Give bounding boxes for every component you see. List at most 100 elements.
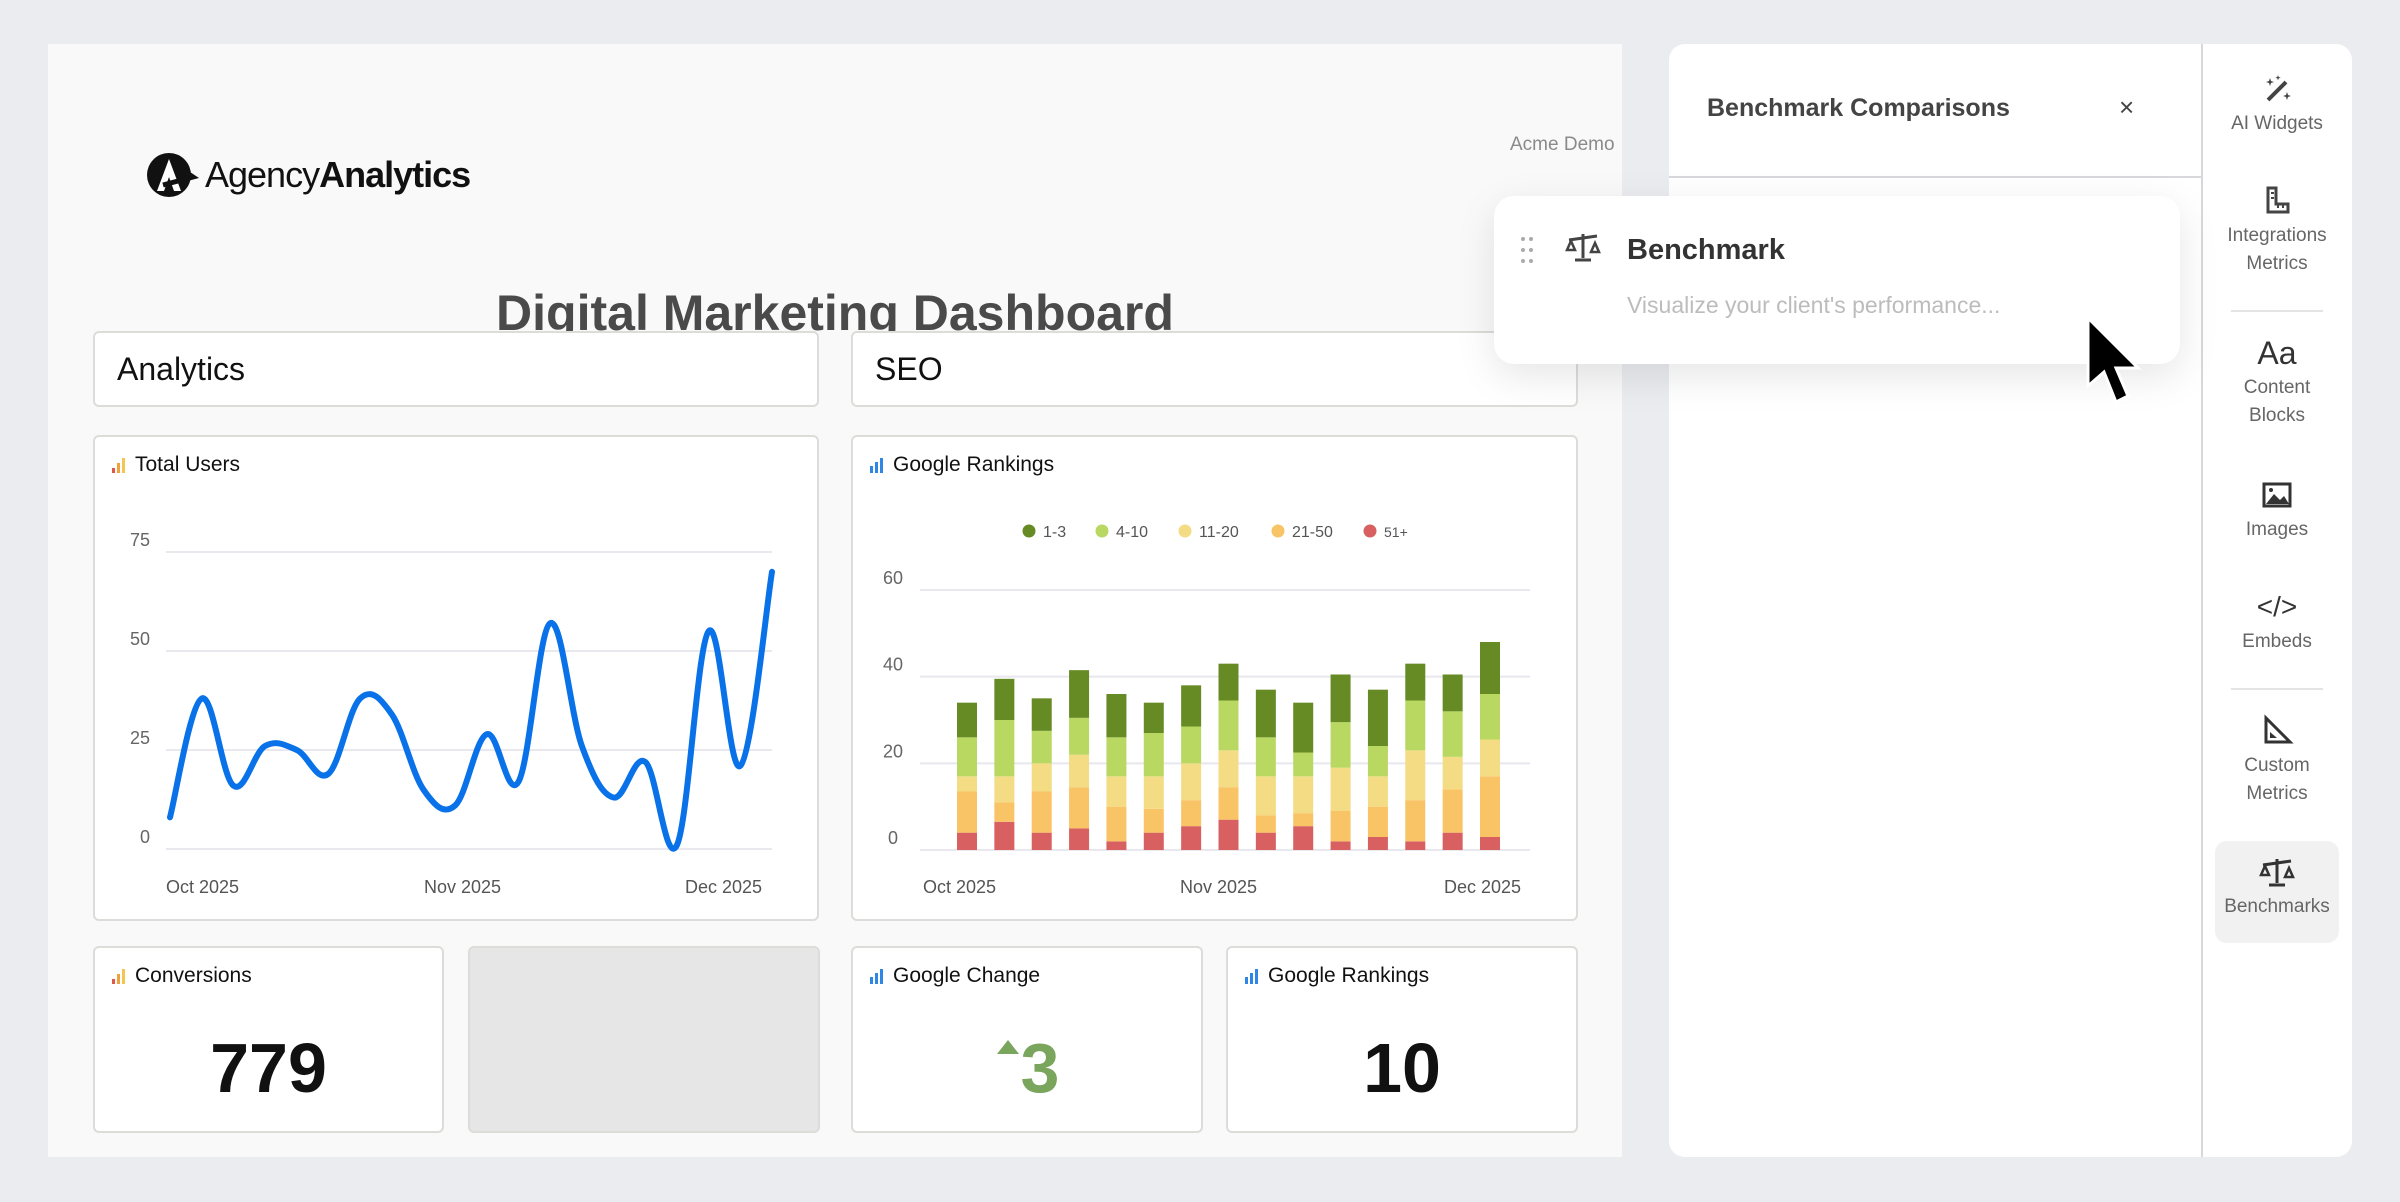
bar-segment-1-3	[1330, 674, 1351, 723]
ruler-icon	[2266, 186, 2290, 214]
mouse-cursor-icon	[2086, 316, 2142, 405]
bar-segment-1-3	[1367, 689, 1388, 746]
google-rankings-chart-widget[interactable]: Google Rankings 0 20 40 60 Oct 2025 Nov 2025 D…	[851, 435, 1578, 921]
bar-segment-51+	[1069, 828, 1090, 850]
section-header-seo[interactable]: SEO	[851, 331, 1578, 407]
sidebar-label: Images	[2245, 519, 2309, 540]
sidebar-label: AI Widgets	[2231, 113, 2323, 134]
total-users-line	[167, 568, 775, 852]
bar-segment-11-20	[957, 776, 977, 792]
bar-segment-4-10	[1106, 737, 1127, 777]
bar-segment-11-20	[1480, 739, 1500, 777]
x-tick-label: Nov 2025	[424, 877, 501, 897]
bar-segment-4-10	[994, 720, 1015, 777]
close-button[interactable]: ×	[2119, 92, 2135, 122]
logo-text: AgencyAnalytics	[205, 154, 471, 195]
bar-segment-4-10	[1330, 722, 1351, 768]
analytics-bars-icon	[112, 969, 125, 984]
bar-segment-21-50	[1143, 808, 1164, 833]
bar-segment-11-20	[1181, 763, 1202, 801]
seo-bars-icon	[870, 969, 883, 984]
conversions-value: 779	[210, 1029, 327, 1107]
bar-segment-1-3	[1106, 694, 1127, 738]
sidebar-item-embeds[interactable]: </> Embeds	[2215, 590, 2339, 656]
bar-segment-4-10	[1293, 752, 1314, 777]
bar-segment-1-3	[1181, 685, 1202, 727]
magic-wand-icon	[2266, 75, 2291, 102]
benchmark-widget-card[interactable]: Benchmark Visualize your client's perfor…	[1494, 196, 2180, 405]
sidebar-item-ai-widgets[interactable]: AI Widgets	[2215, 72, 2339, 138]
bar-segment-11-20	[1218, 750, 1239, 788]
y-tick-label: 20	[883, 741, 903, 761]
bar-segment-11-20	[1069, 754, 1090, 788]
bar-segment-1-3	[1255, 689, 1276, 738]
sidebar-label: Blocks	[2249, 405, 2305, 426]
bar-segment-21-50	[1218, 787, 1239, 820]
google-rankings-value: 10	[1363, 1029, 1441, 1107]
legend-label: 21-50	[1292, 524, 1333, 541]
bar-segment-51+	[1367, 837, 1388, 850]
bar-segment-1-3	[1031, 698, 1052, 731]
bar-segment-51+	[1181, 826, 1202, 850]
client-name: Acme Demo	[1510, 134, 1615, 155]
total-users-widget[interactable]: Total Users 0 25 50 75 Oct 2025 Nov 2025 Dec 2…	[93, 435, 819, 921]
bar-segment-51+	[1330, 841, 1351, 850]
panel-title: Benchmark Comparisons	[1707, 94, 2010, 122]
sidebar-item-integrations-metrics[interactable]: Integrations Metrics	[2215, 184, 2339, 278]
y-tick-label: 75	[130, 530, 150, 550]
bar-segment-21-50	[1069, 787, 1090, 829]
bar-segment-4-10	[1218, 700, 1239, 751]
sidebar-divider	[2201, 44, 2203, 1157]
sidebar-item-content-blocks[interactable]: Aa Content Blocks	[2215, 336, 2339, 430]
bar-segment-4-10	[1031, 730, 1052, 764]
empty-widget-placeholder[interactable]	[468, 946, 820, 1133]
google-change-widget[interactable]: Google Change 3	[851, 946, 1203, 1133]
legend-label: 51+	[1384, 524, 1408, 540]
image-icon	[2262, 482, 2292, 508]
drag-handle-icon[interactable]	[1520, 236, 1534, 264]
bar-segment-4-10	[1255, 737, 1276, 777]
bar-segment-21-50	[1181, 800, 1202, 827]
legend-label: 4-10	[1116, 524, 1148, 541]
agency-analytics-logo: AgencyAnalytics	[143, 147, 471, 203]
sidebar-item-benchmarks[interactable]: Benchmarks	[2215, 841, 2339, 943]
bar-segment-11-20	[1442, 756, 1463, 790]
bar-segment-51+	[1031, 832, 1052, 850]
total-users-chart: 0 25 50 75 Oct 2025 Nov 2025 Dec 2025	[130, 530, 775, 897]
bar-segment-1-3	[1218, 663, 1239, 701]
sidebar-label: Metrics	[2246, 253, 2308, 274]
bar-segment-1-3	[1405, 663, 1426, 701]
trend-up-icon	[996, 1040, 1019, 1054]
legend-marker	[1095, 524, 1109, 538]
widget-title: Total Users	[135, 453, 241, 476]
card-description: Visualize your client's performance...	[1627, 292, 2001, 318]
bar-segment-1-3	[1293, 702, 1314, 753]
panel-divider	[1669, 176, 2201, 178]
set-square-icon	[2264, 714, 2294, 744]
sidebar-item-custom-metrics[interactable]: Custom Metrics	[2215, 714, 2339, 808]
code-icon: </>	[2256, 591, 2298, 622]
bar-segment-51+	[1218, 819, 1239, 850]
section-header-analytics[interactable]: Analytics	[93, 331, 819, 407]
bar-segment-21-50	[1405, 800, 1426, 842]
bar-segment-1-3	[1069, 670, 1090, 718]
widget-title: Google Change	[893, 964, 1041, 987]
bar-segment-21-50	[1106, 806, 1127, 842]
sidebar-label: Metrics	[2246, 783, 2308, 804]
conversions-widget[interactable]: Conversions 779	[93, 946, 444, 1133]
bar-segment-11-20	[994, 776, 1015, 803]
seo-bars-icon	[1245, 969, 1258, 984]
bar-segment-51+	[1143, 832, 1164, 850]
sidebar-item-images[interactable]: Images	[2215, 478, 2339, 544]
x-tick-label: Oct 2025	[166, 877, 239, 897]
bar-segment-4-10	[1480, 694, 1500, 740]
y-tick-label: 0	[140, 827, 150, 847]
bar-segment-1-3	[957, 702, 977, 738]
bar-segment-11-20	[1031, 763, 1052, 792]
bar-segment-11-20	[1367, 776, 1388, 807]
google-rankings-widget[interactable]: Google Rankings 10	[1226, 946, 1578, 1133]
bar-segment-11-20	[1293, 776, 1314, 814]
bar-segment-51+	[1106, 841, 1127, 850]
bar-segment-4-10	[1442, 711, 1463, 757]
bar-segment-51+	[1405, 841, 1426, 850]
